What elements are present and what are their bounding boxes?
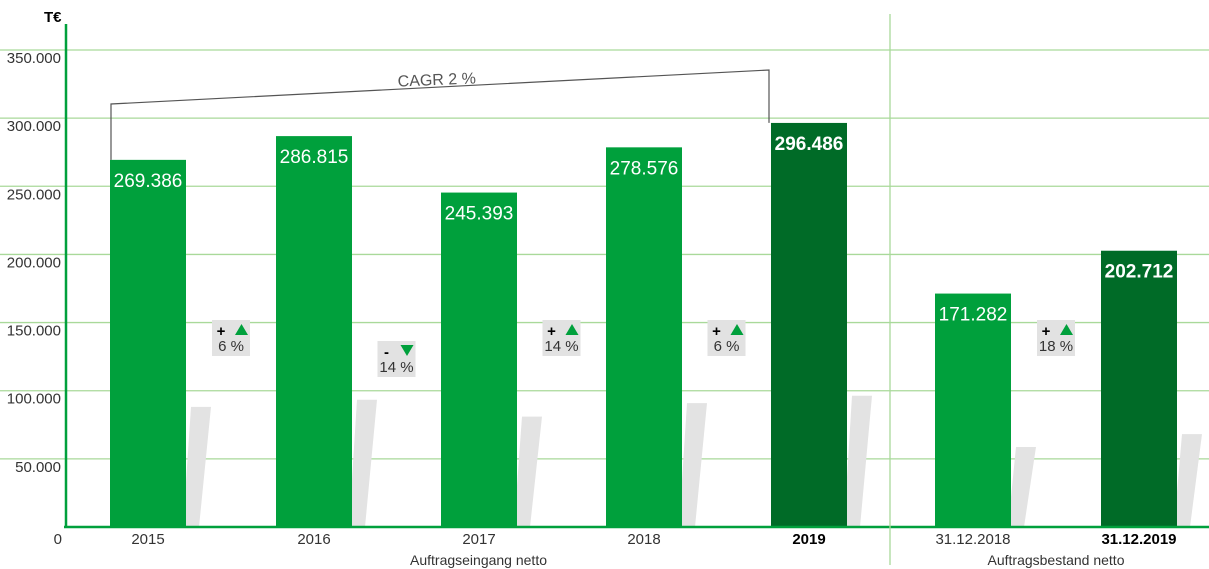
y-tick-label: 200.000: [7, 254, 61, 271]
change-sign: +: [217, 323, 226, 340]
change-sign: +: [547, 323, 556, 340]
arrow-up-icon: [565, 324, 579, 335]
y-tick-label: 250.000: [7, 186, 61, 203]
change-badge: [1037, 320, 1075, 356]
bars: [110, 122, 1177, 528]
change-percent: 14 %: [544, 338, 578, 355]
x-tick-label: 2018: [627, 531, 660, 548]
y-tick-label: 350.000: [7, 50, 61, 67]
bar-value-label: 296.486: [775, 134, 844, 155]
bar-shadow: [844, 395, 872, 527]
bar-value-label: 245.393: [445, 204, 514, 225]
change-badge: [542, 320, 581, 356]
change-sign: +: [1042, 323, 1051, 340]
bar-value-label: 269.386: [114, 171, 183, 192]
bar-shadow: [679, 403, 707, 527]
change-sign: -: [384, 344, 389, 361]
bar: [276, 136, 352, 527]
x-tick-label: 2019: [792, 531, 825, 548]
y-tick-label: 0: [54, 531, 62, 548]
y-tick-label: 300.000: [7, 118, 61, 135]
bar: [110, 159, 186, 528]
group-label: Auftragseingang netto: [410, 552, 547, 568]
x-tick-label: 31.12.2019: [1101, 531, 1176, 548]
bar: [441, 192, 517, 527]
bar-shadow: [183, 406, 211, 527]
change-badge: [707, 320, 746, 356]
y-tick-label: 100.000: [7, 391, 61, 408]
cagr-annotation: CAGR 2 %: [397, 70, 476, 90]
bar-value-label: 286.815: [280, 147, 349, 168]
bar-shadow: [514, 416, 542, 527]
bar-shadows: [183, 395, 1202, 527]
arrow-up-icon: [235, 324, 248, 335]
grid-lines: [0, 49, 1209, 460]
bar: [935, 293, 1011, 527]
change-percent: 6 %: [714, 338, 740, 355]
change-percent: 6 %: [218, 338, 244, 355]
cagr-bracket: [110, 69, 770, 160]
arrow-down-icon: [400, 345, 414, 356]
axes: [64, 14, 1209, 565]
bar-shadow: [349, 399, 377, 527]
change-percent: 14 %: [379, 359, 413, 376]
change-sign: +: [712, 323, 721, 340]
bar: [1101, 250, 1177, 528]
group-label: Auftragsbestand netto: [988, 552, 1125, 568]
x-tick-label: 2017: [462, 531, 495, 548]
x-tick-label: 2016: [297, 531, 330, 548]
bar-value-label: 278.576: [610, 158, 679, 179]
change-percent: 18 %: [1039, 338, 1073, 355]
bar: [771, 122, 847, 527]
x-tick-label: 2015: [131, 531, 164, 548]
y-tick-label: 150.000: [7, 323, 61, 340]
labels: 0 50.000 100.000 150.000 200.000 250.000 300.0…: [7, 50, 1177, 568]
x-tick-label: 31.12.2018: [935, 531, 1010, 548]
bar-value-label: 202.712: [1105, 262, 1174, 283]
change-badge: [212, 320, 250, 356]
arrow-up-icon: [730, 324, 744, 335]
y-tick-label: 50.000: [15, 459, 61, 476]
arrow-up-icon: [1060, 324, 1073, 335]
bar-shadow: [1008, 446, 1036, 527]
unit-label: T€: [44, 9, 62, 26]
bar: [606, 147, 682, 528]
bar-value-label: 171.282: [939, 305, 1008, 326]
bar-shadow: [1174, 434, 1202, 527]
